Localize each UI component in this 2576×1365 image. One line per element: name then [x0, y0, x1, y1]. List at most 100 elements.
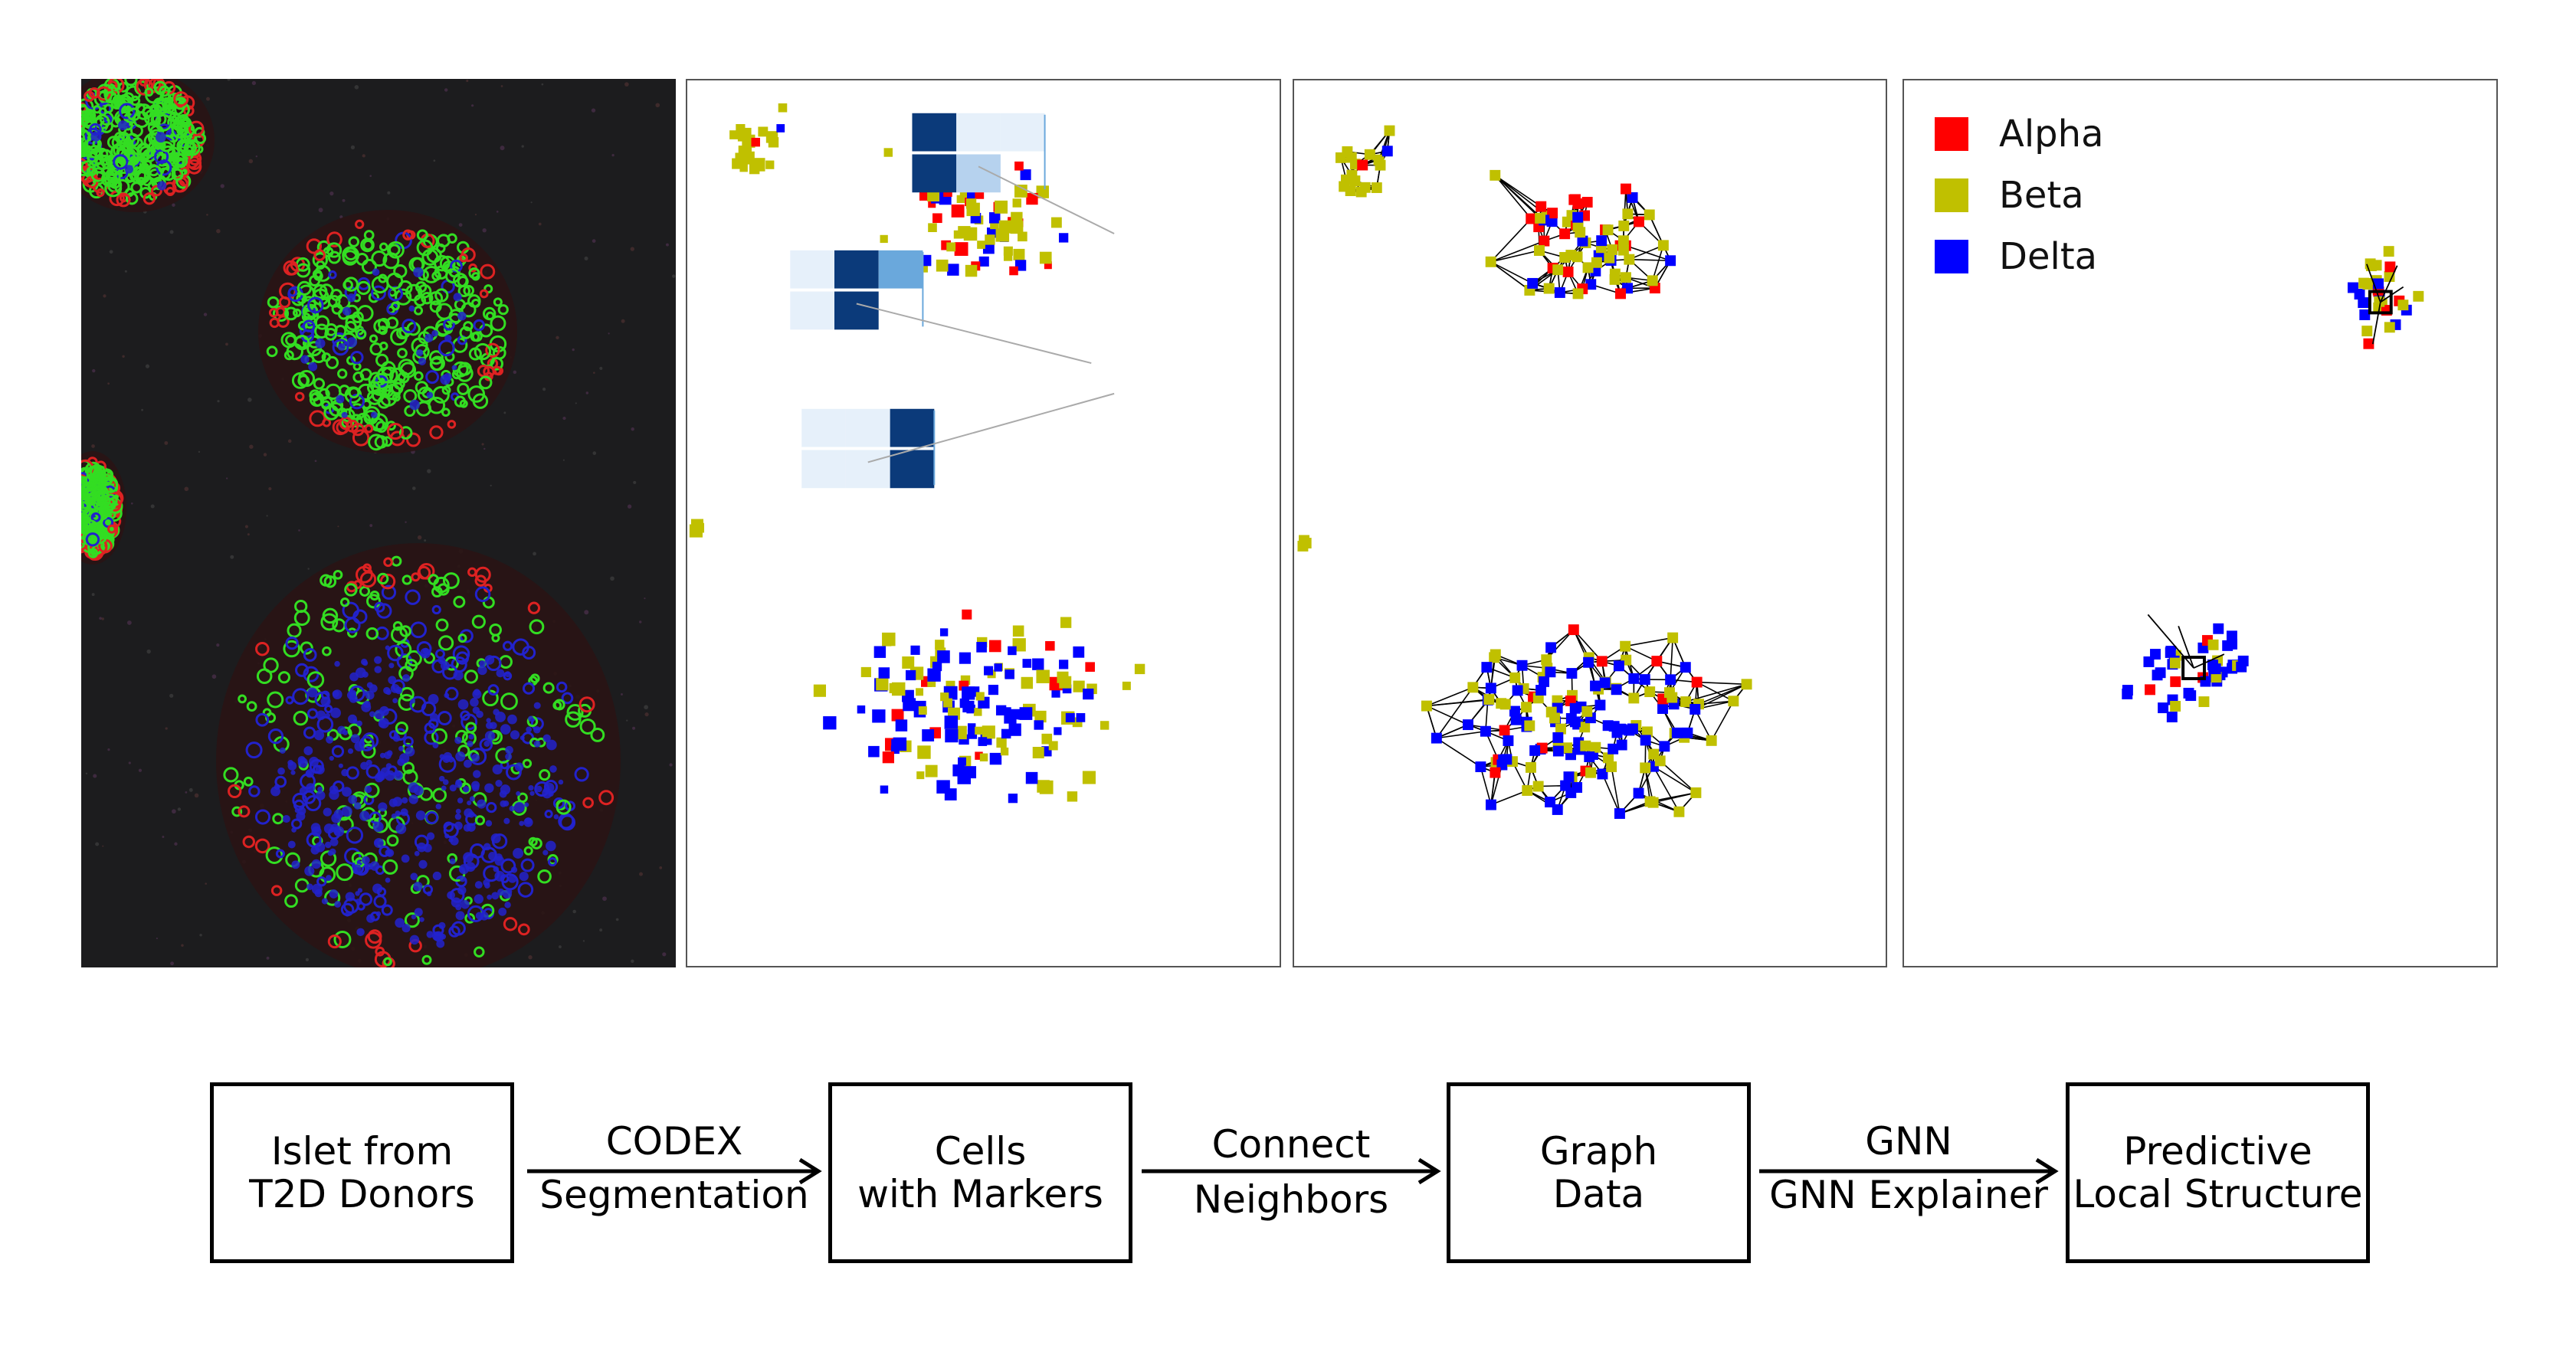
- background-speck: [305, 957, 310, 961]
- stained-cell: [320, 574, 333, 587]
- nucleus-dot: [356, 720, 362, 727]
- cell-marker: [903, 698, 916, 712]
- cell-marker: [964, 766, 977, 779]
- stained-cell: [398, 426, 413, 440]
- stained-cell: [487, 684, 500, 696]
- graph-node: [1526, 213, 1537, 224]
- background-speck: [109, 250, 113, 254]
- background-speck: [194, 793, 199, 798]
- graph-node: [1597, 768, 1608, 780]
- nucleus-dot: [300, 355, 310, 364]
- stained-cell: [350, 350, 364, 365]
- stained-cell: [287, 623, 302, 638]
- stained-cell: [556, 799, 572, 815]
- cell-marker: [939, 628, 949, 637]
- background-speck: [627, 504, 632, 509]
- graph-node: [1596, 235, 1608, 247]
- nucleus-dot: [291, 827, 297, 833]
- cell-marker: [958, 757, 966, 766]
- background-speck: [91, 593, 95, 597]
- nucleus-dot: [336, 394, 345, 404]
- nucleus-dot: [349, 689, 357, 697]
- nucleus-dot: [416, 842, 427, 853]
- nucleus-dot: [347, 748, 354, 755]
- cell-marker: [1083, 688, 1094, 700]
- graph-node: [1480, 725, 1491, 737]
- microscopy-canvas: [81, 79, 676, 967]
- stained-cell: [371, 250, 388, 267]
- background-speck: [405, 521, 407, 523]
- stained-cell: [376, 366, 394, 384]
- graph-edge: [1490, 240, 1545, 263]
- graph-node: [1462, 719, 1473, 731]
- nucleus-dot: [409, 935, 420, 945]
- graph-node: [1490, 169, 1501, 181]
- background-speck: [562, 416, 566, 421]
- background-speck: [185, 791, 188, 794]
- nucleus-dot: [416, 349, 424, 357]
- graph-node: [1560, 780, 1571, 791]
- graph-node: [1682, 727, 1693, 738]
- stained-cell: [460, 713, 478, 731]
- nucleus-dot: [346, 337, 358, 348]
- stained-cell: [274, 775, 287, 788]
- stained-cell: [492, 365, 502, 375]
- stained-cell: [136, 176, 146, 186]
- nucleus-dot: [371, 411, 378, 418]
- nucleus-dot: [448, 837, 454, 843]
- graph-node: [1577, 235, 1588, 247]
- stained-cell: [103, 498, 116, 511]
- stained-cell: [285, 636, 299, 650]
- stained-cell: [329, 289, 342, 302]
- cell-marker: [1011, 211, 1023, 224]
- background-speck: [369, 175, 372, 177]
- background-speck: [230, 555, 234, 559]
- graph-node: [1371, 182, 1382, 193]
- graph-node: [1562, 742, 1573, 754]
- nucleus-dot: [321, 898, 329, 905]
- heatmap-cell: [801, 450, 846, 489]
- graph-node: [1583, 656, 1594, 668]
- nucleus-dot: [457, 311, 467, 321]
- graph-edge: [1653, 766, 1696, 794]
- nucleus-dot: [510, 730, 520, 740]
- graph-node: [1499, 725, 1510, 736]
- stained-cell: [248, 785, 261, 797]
- nucleus-dot: [526, 726, 532, 733]
- cell-marker: [1054, 727, 1062, 735]
- cell-marker: [778, 103, 788, 113]
- nucleus-dot: [418, 859, 428, 869]
- stained-cell: [346, 827, 364, 844]
- cell-marker: [1073, 646, 1085, 658]
- nucleus-dot: [309, 756, 320, 767]
- cell-marker: [776, 124, 785, 133]
- cell-marker: [977, 241, 985, 249]
- stained-cell: [424, 722, 436, 735]
- stained-cell: [435, 243, 446, 254]
- nucleus-dot: [533, 726, 541, 734]
- nucleus-dot: [377, 773, 385, 781]
- graph-node: [1627, 191, 1638, 203]
- nucleus-dot: [369, 684, 378, 693]
- stained-cell: [292, 792, 308, 808]
- graph-node: [1572, 198, 1584, 209]
- stained-cell: [228, 784, 242, 799]
- nucleus-dot: [307, 687, 318, 698]
- nucleus-dot: [345, 892, 355, 902]
- graph-node: [1467, 682, 1479, 693]
- graph-node: [1541, 654, 1552, 666]
- graph-node: [1640, 762, 1651, 774]
- graph-node: [1384, 125, 1395, 136]
- nucleus-dot: [485, 820, 493, 827]
- graph-node: [1585, 279, 1597, 290]
- beta-swatch: [1935, 178, 1968, 212]
- background-speck: [248, 159, 254, 164]
- nucleus-dot: [385, 645, 390, 650]
- background-speck: [99, 617, 102, 620]
- explainer-node: [2170, 701, 2181, 712]
- stained-cell: [324, 328, 337, 341]
- nucleus-dot: [483, 879, 490, 886]
- explainer-node: [2198, 696, 2210, 708]
- stained-cell: [556, 681, 568, 693]
- graph-edge: [1624, 637, 1673, 647]
